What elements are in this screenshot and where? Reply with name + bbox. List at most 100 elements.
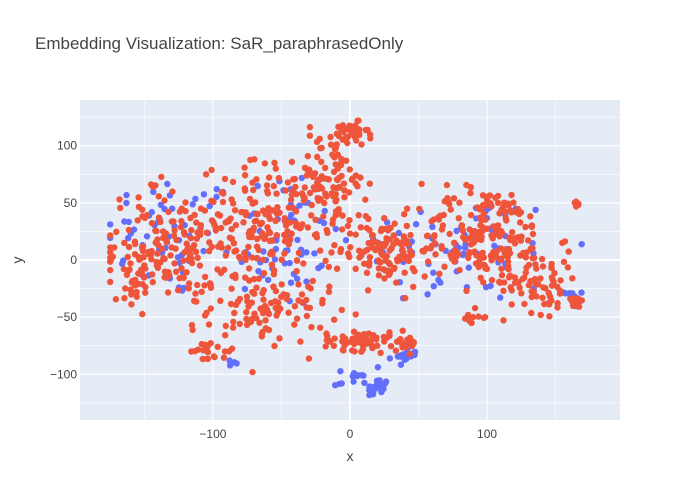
data-point bbox=[109, 253, 117, 260]
data-point bbox=[174, 287, 182, 294]
data-point bbox=[459, 227, 466, 234]
data-point bbox=[548, 282, 556, 289]
data-point bbox=[502, 208, 509, 215]
data-point bbox=[406, 247, 414, 255]
data-point bbox=[345, 250, 352, 257]
data-point bbox=[123, 271, 131, 278]
data-point bbox=[323, 330, 330, 337]
data-point bbox=[219, 198, 227, 206]
data-point bbox=[446, 230, 453, 238]
data-point bbox=[352, 265, 359, 272]
data-point bbox=[355, 372, 362, 379]
data-point bbox=[188, 259, 196, 267]
data-point bbox=[152, 227, 159, 234]
data-point bbox=[528, 222, 536, 229]
data-point bbox=[134, 217, 141, 224]
data-point bbox=[287, 279, 295, 286]
data-point bbox=[507, 207, 514, 214]
data-point bbox=[352, 311, 359, 318]
data-point bbox=[511, 274, 518, 281]
data-point bbox=[362, 196, 369, 203]
data-point bbox=[260, 296, 267, 303]
data-point bbox=[315, 264, 322, 272]
data-point bbox=[479, 224, 487, 231]
data-point bbox=[505, 265, 512, 273]
data-point bbox=[285, 204, 292, 211]
data-point bbox=[318, 158, 325, 166]
data-point bbox=[374, 381, 381, 388]
data-point bbox=[269, 237, 276, 244]
data-point bbox=[225, 348, 233, 355]
data-point bbox=[346, 166, 353, 173]
data-point bbox=[352, 231, 359, 238]
data-point bbox=[578, 241, 585, 248]
data-point bbox=[367, 338, 374, 345]
data-point bbox=[202, 341, 209, 348]
data-point bbox=[139, 271, 146, 278]
data-point bbox=[500, 287, 507, 294]
data-point bbox=[375, 272, 383, 279]
data-point bbox=[333, 265, 341, 272]
data-point bbox=[311, 186, 319, 193]
data-point bbox=[250, 275, 258, 283]
data-point bbox=[498, 272, 506, 279]
data-point bbox=[303, 278, 310, 285]
data-point bbox=[187, 234, 195, 242]
data-point bbox=[271, 256, 279, 263]
data-point bbox=[401, 269, 408, 276]
data-point bbox=[451, 239, 458, 246]
data-point bbox=[241, 285, 249, 293]
data-point bbox=[561, 238, 569, 245]
data-point bbox=[517, 219, 524, 226]
data-point bbox=[207, 305, 214, 312]
data-point bbox=[222, 322, 229, 330]
data-point bbox=[530, 277, 537, 284]
data-point bbox=[330, 342, 337, 349]
data-point bbox=[125, 243, 133, 251]
data-point bbox=[435, 276, 442, 284]
data-point bbox=[430, 283, 437, 290]
data-point bbox=[508, 301, 515, 308]
data-point bbox=[356, 247, 363, 254]
y-tick-label: −100 bbox=[50, 367, 77, 381]
data-point bbox=[112, 296, 120, 303]
data-point bbox=[121, 239, 128, 247]
data-point bbox=[329, 220, 336, 227]
data-point bbox=[269, 251, 276, 258]
data-point bbox=[510, 199, 517, 206]
data-points bbox=[107, 117, 585, 399]
data-point bbox=[192, 195, 199, 203]
data-point bbox=[238, 208, 245, 216]
data-point bbox=[228, 285, 235, 292]
data-point bbox=[401, 211, 408, 218]
data-point bbox=[377, 349, 384, 357]
data-point bbox=[265, 310, 273, 318]
data-point bbox=[334, 151, 341, 158]
data-point bbox=[361, 379, 368, 387]
data-point bbox=[524, 237, 532, 244]
data-point bbox=[293, 257, 301, 264]
data-point bbox=[299, 221, 306, 228]
data-point bbox=[383, 235, 390, 242]
data-point bbox=[498, 265, 505, 272]
data-point bbox=[313, 138, 321, 146]
data-point bbox=[424, 232, 431, 239]
data-point bbox=[245, 265, 253, 272]
data-point bbox=[286, 219, 294, 226]
data-point bbox=[268, 261, 276, 268]
data-point bbox=[480, 279, 487, 286]
data-point bbox=[143, 233, 151, 240]
data-point bbox=[207, 284, 215, 291]
data-point bbox=[358, 141, 365, 148]
data-point bbox=[380, 385, 387, 393]
data-point bbox=[314, 194, 321, 202]
data-point bbox=[236, 254, 243, 261]
data-point bbox=[148, 219, 156, 227]
data-point bbox=[226, 234, 234, 241]
data-point bbox=[528, 309, 535, 317]
data-point bbox=[320, 219, 328, 227]
data-point bbox=[249, 288, 256, 296]
x-tick-label: −100 bbox=[199, 427, 226, 441]
data-point bbox=[366, 131, 374, 138]
data-point bbox=[435, 216, 443, 223]
